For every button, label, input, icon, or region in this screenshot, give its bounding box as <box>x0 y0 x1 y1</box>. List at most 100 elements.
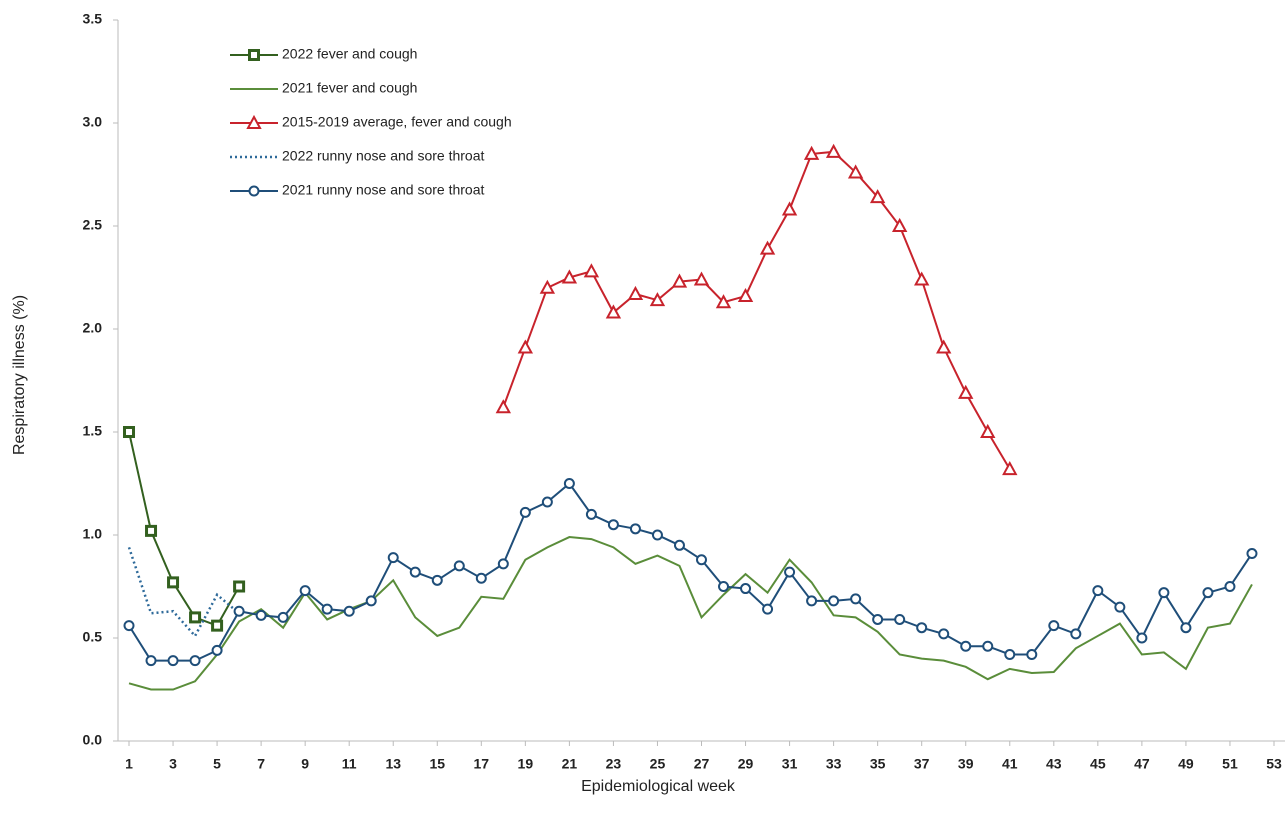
data-point <box>784 566 796 578</box>
x-tick-label: 15 <box>429 756 445 772</box>
data-point <box>1002 460 1018 476</box>
x-tick-label: 25 <box>650 756 666 772</box>
x-tick-label: 11 <box>342 756 357 772</box>
data-point <box>980 423 996 438</box>
data-point <box>740 583 752 595</box>
data-point <box>958 384 974 399</box>
x-tick-label: 41 <box>1002 756 1018 772</box>
x-tick-label: 45 <box>1090 756 1106 772</box>
data-point <box>759 240 776 255</box>
data-point <box>583 263 600 278</box>
data-point <box>453 560 465 572</box>
data-point <box>894 613 906 625</box>
data-point <box>914 271 930 286</box>
data-point <box>825 143 842 158</box>
data-point <box>1026 648 1038 660</box>
legend-marker <box>246 114 262 129</box>
y-tick-label: 2.5 <box>83 217 103 233</box>
data-point <box>539 279 556 294</box>
data-point <box>762 603 774 615</box>
data-point <box>938 628 950 640</box>
series-line <box>502 150 1011 470</box>
y-tick-label: 0.5 <box>83 629 103 645</box>
data-point <box>167 576 180 589</box>
x-tick-label: 13 <box>385 756 401 772</box>
data-point <box>145 655 157 667</box>
data-point <box>1246 548 1258 560</box>
y-tick-label: 1.5 <box>83 423 103 439</box>
data-point <box>872 613 884 625</box>
data-point <box>167 655 179 667</box>
legend-label: 2021 runny nose and sore throat <box>282 182 484 198</box>
x-tick-label: 47 <box>1134 756 1150 772</box>
data-point <box>1180 622 1192 634</box>
data-point <box>828 595 840 607</box>
data-point <box>850 593 862 605</box>
y-tick-label: 3.0 <box>83 114 103 130</box>
data-point <box>1136 632 1148 644</box>
series-line <box>127 546 240 639</box>
data-point <box>431 574 443 586</box>
data-point <box>299 585 311 597</box>
legend-label: 2022 fever and cough <box>282 46 417 62</box>
data-point <box>960 640 972 652</box>
data-point <box>321 603 333 615</box>
legend-label: 2021 fever and cough <box>282 80 417 96</box>
data-point <box>365 595 377 607</box>
data-point <box>495 399 512 414</box>
data-point <box>123 620 135 632</box>
data-point <box>233 580 246 593</box>
data-point <box>409 566 421 578</box>
data-point <box>891 217 908 232</box>
data-point <box>541 496 553 508</box>
x-tick-label: 5 <box>213 756 221 772</box>
data-point <box>806 595 818 607</box>
y-tick-label: 3.5 <box>83 11 103 27</box>
x-tick-label: 53 <box>1266 756 1282 772</box>
data-point <box>803 145 820 160</box>
x-tick-label: 43 <box>1046 756 1062 772</box>
x-tick-label: 27 <box>694 756 710 772</box>
x-tick-label: 17 <box>474 756 490 772</box>
data-point <box>649 292 666 307</box>
data-point <box>916 622 928 634</box>
data-point <box>1114 601 1126 613</box>
data-point <box>1158 587 1170 599</box>
data-point <box>673 539 685 551</box>
x-tick-label: 33 <box>826 756 842 772</box>
y-tick-label: 2.0 <box>83 320 103 336</box>
data-point <box>145 524 158 537</box>
legend-label: 2022 runny nose and sore throat <box>282 148 484 164</box>
x-tick-label: 1 <box>125 756 133 772</box>
data-point <box>563 478 575 489</box>
data-point <box>343 605 355 617</box>
data-point <box>696 554 707 566</box>
data-point <box>847 164 864 179</box>
data-point <box>982 640 994 652</box>
data-point <box>651 529 663 541</box>
data-point <box>1092 585 1104 597</box>
series-line <box>128 431 240 627</box>
data-point <box>1070 628 1082 640</box>
x-tick-label: 37 <box>914 756 930 772</box>
x-tick-label: 23 <box>606 756 622 772</box>
legend-marker <box>248 185 260 197</box>
data-point <box>781 201 798 216</box>
data-point <box>123 426 136 438</box>
data-point <box>869 189 886 204</box>
data-point <box>1224 581 1236 592</box>
data-point <box>189 655 201 667</box>
data-point <box>693 271 710 286</box>
data-point <box>517 339 534 354</box>
data-point <box>718 581 730 592</box>
data-point <box>715 294 732 309</box>
x-tick-label: 35 <box>870 756 886 772</box>
x-tick-label: 19 <box>518 756 534 772</box>
data-point <box>211 619 224 632</box>
data-point <box>255 609 267 621</box>
series-line <box>128 482 1253 662</box>
x-tick-label: 21 <box>562 756 578 772</box>
x-tick-label: 3 <box>169 756 177 772</box>
data-point <box>561 269 578 284</box>
